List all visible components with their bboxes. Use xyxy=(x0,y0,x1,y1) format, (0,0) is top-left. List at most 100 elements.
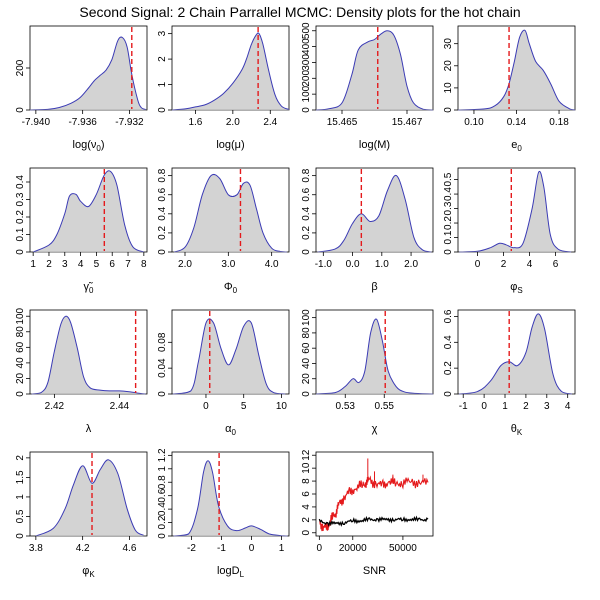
density-fill xyxy=(173,460,288,536)
x-tick-label: 15.467 xyxy=(392,117,423,128)
y-tick-label: 0 xyxy=(157,249,168,255)
density-curve xyxy=(31,315,146,395)
plot-frame xyxy=(171,451,290,537)
x-tick-label: 5 xyxy=(94,259,100,270)
y-tick-label: 6 xyxy=(301,491,312,497)
x-tick-label: 6 xyxy=(553,259,559,270)
x-axis-label: α0 xyxy=(225,423,236,437)
x-axis-label: φK xyxy=(82,565,95,579)
density-curve xyxy=(457,29,576,111)
y-tick-label: 0.8 xyxy=(157,168,168,182)
y-tick-label: 0 xyxy=(157,391,168,397)
y-tick-label: 30 xyxy=(443,38,454,50)
density-fill xyxy=(317,175,432,252)
y-tick-label: 0.5 xyxy=(443,172,454,186)
y-tick-label: 0 xyxy=(15,391,26,397)
y-tick-label: 10 xyxy=(301,462,312,474)
y-tick-label: 0 xyxy=(15,249,26,255)
x-tick-label: 4.2 xyxy=(76,543,90,554)
x-tick-label: 2.0 xyxy=(178,259,192,270)
y-tick-label: 0.6 xyxy=(157,187,168,201)
density-curve xyxy=(35,459,144,537)
x-tick-label: 2 xyxy=(523,401,529,412)
x-axis-label: e0 xyxy=(511,139,522,153)
x-tick-label: 4 xyxy=(565,401,571,412)
trace-series-2 xyxy=(318,515,429,527)
y-tick-label: 0 xyxy=(301,249,312,255)
x-axis-label: φS xyxy=(510,281,522,295)
x-axis-label: λ xyxy=(86,423,92,435)
panel-1: -7.940 -7.936 -7.932 0 200 log(ν0) xyxy=(15,25,148,153)
x-axis-label: θK xyxy=(511,423,523,437)
x-axis-label: χ xyxy=(372,423,378,435)
figure-title: Second Signal: 2 Chain Parrallel MCMC: D… xyxy=(79,4,520,20)
density-fill xyxy=(459,171,572,252)
x-tick-label: 0.14 xyxy=(507,117,527,128)
density-fill xyxy=(458,30,575,110)
y-tick-label: 1.5 xyxy=(15,470,26,484)
x-tick-label: -7.932 xyxy=(115,117,144,128)
x-tick-label: 2 xyxy=(501,259,507,270)
density-fill xyxy=(172,318,286,394)
density-curve xyxy=(459,170,572,253)
x-tick-label: 6 xyxy=(109,259,115,270)
x-tick-label: -1 xyxy=(459,401,468,412)
plot-frame xyxy=(29,309,148,395)
x-tick-label: 1 xyxy=(30,259,36,270)
y-tick-label: 0.4 xyxy=(443,335,454,349)
x-tick-label: 0.10 xyxy=(464,117,484,128)
y-tick-label: 0 xyxy=(443,391,454,397)
y-tick-label: 0.2 xyxy=(443,361,454,375)
x-axis-label: β xyxy=(371,281,377,293)
density-curve xyxy=(317,174,432,253)
y-tick-label: 0 xyxy=(443,249,454,255)
x-axis-label: log(μ) xyxy=(216,139,244,151)
trace-series-1 xyxy=(319,475,429,532)
y-tick-label: 100 xyxy=(301,309,312,326)
y-tick-label: 12 xyxy=(301,449,312,461)
x-tick-label: 4.6 xyxy=(122,543,136,554)
density-curve xyxy=(315,30,434,111)
x-tick-label: 0 xyxy=(317,543,323,554)
panel-9: 2.42 2.44 0 20 40 60 80 100 λ xyxy=(15,307,148,435)
y-tick-label: 60 xyxy=(301,342,312,354)
y-tick-label: 0.2 xyxy=(443,216,454,230)
density-fill xyxy=(30,37,146,110)
x-tick-label: 4 xyxy=(527,259,533,270)
y-tick-label: 0.8 xyxy=(157,475,168,489)
x-tick-label: 4.0 xyxy=(265,259,279,270)
x-tick-label: 3 xyxy=(544,401,550,412)
x-tick-label: 3 xyxy=(62,259,68,270)
y-tick-label: 2 xyxy=(301,517,312,523)
y-tick-label: 0.6 xyxy=(301,187,312,201)
y-tick-label: 0 xyxy=(301,107,312,113)
x-tick-label: 2.0 xyxy=(404,259,418,270)
panel-8: 0 2 4 6 0 0.10.20.30.40.5 φS xyxy=(443,167,576,295)
y-tick-label: 80 xyxy=(301,327,312,339)
density-curve xyxy=(173,460,288,537)
panel-6: 2.0 3.0 4.0 0 0.2 0.4 0.6 0.8 Φ0 xyxy=(157,167,290,295)
x-tick-label: 3.0 xyxy=(221,259,235,270)
x-tick-label: 10 xyxy=(276,401,288,412)
y-tick-label: 80 xyxy=(15,326,26,338)
x-tick-label: -1.0 xyxy=(315,259,333,270)
x-tick-label: 2.0 xyxy=(226,117,240,128)
x-tick-label: -7.940 xyxy=(22,117,51,128)
plot-frame xyxy=(457,167,576,253)
x-axis-label: Φ0 xyxy=(224,281,238,295)
y-tick-label: 20 xyxy=(15,372,26,384)
density-fill xyxy=(33,170,144,252)
y-tick-label: 0 xyxy=(157,107,168,113)
density-fill xyxy=(172,32,289,111)
y-tick-label: 40 xyxy=(15,357,26,369)
panel-14: -2 -1 0 1 0 0.20.40.60.8 1 1.2 logDL xyxy=(157,448,290,579)
density-fill xyxy=(316,319,433,394)
panel-2: 1.6 2.0 2.4 0 1 2 3 log(μ) xyxy=(157,25,290,151)
y-tick-label: 0.1 xyxy=(15,227,26,241)
y-tick-label: 0.5 xyxy=(15,509,26,523)
x-tick-label: 4 xyxy=(78,259,84,270)
y-tick-label: 0.6 xyxy=(443,309,454,323)
x-tick-label: 0 xyxy=(481,401,487,412)
